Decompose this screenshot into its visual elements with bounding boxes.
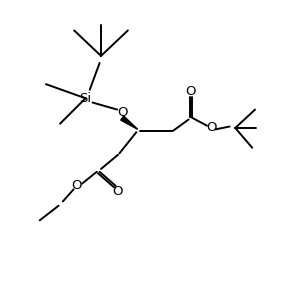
Text: O: O [185,85,195,98]
Text: O: O [72,179,82,192]
Text: O: O [117,106,128,119]
Text: Si: Si [80,92,91,105]
Polygon shape [121,116,138,129]
Text: O: O [113,185,123,198]
Text: O: O [206,121,216,134]
